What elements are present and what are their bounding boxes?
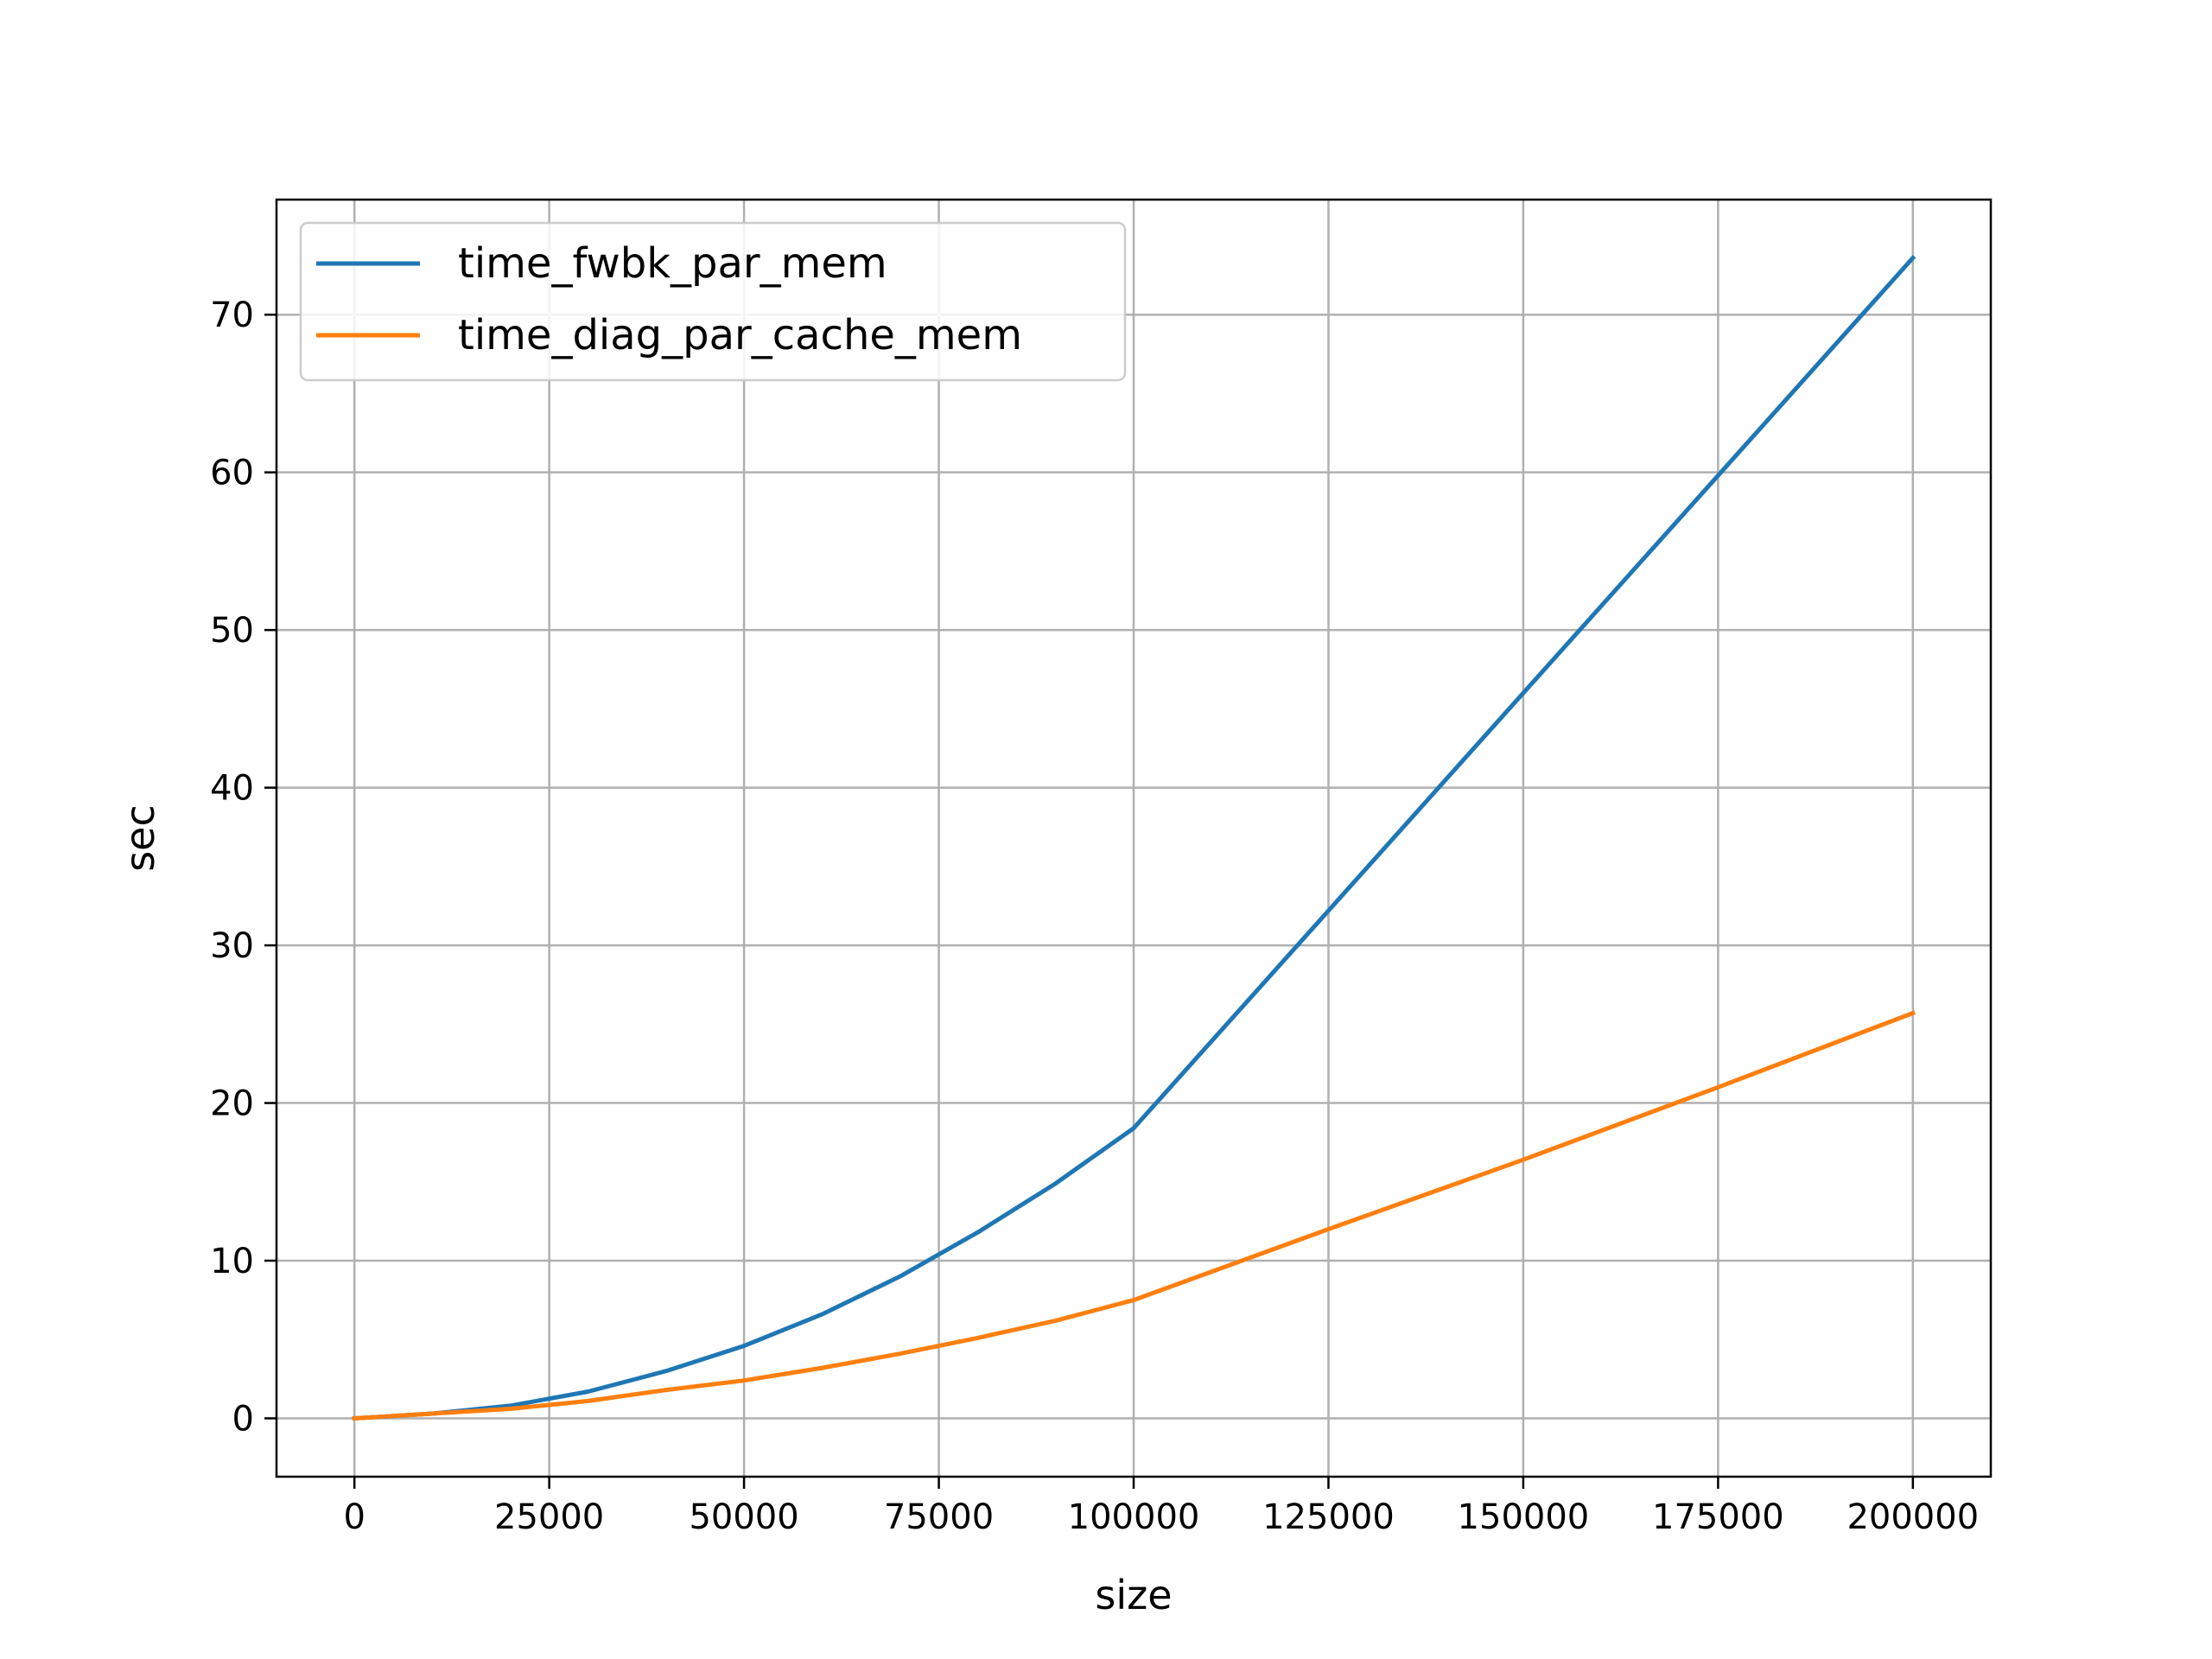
legend-box (299, 221, 1127, 382)
x-axis: 0 25000 50000 75000 100000 125000 150000 175000… (343, 1477, 1979, 1537)
x-tick-label: 100000 (1068, 1497, 1200, 1537)
x-tick-label: 125000 (1262, 1497, 1395, 1537)
y-tick-label: 70 (210, 296, 254, 335)
y-tick-label: 60 (210, 454, 254, 493)
series-line-fwbk (352, 254, 1916, 1421)
y-tick-label: 10 (210, 1242, 254, 1281)
x-tick-label: 25000 (494, 1497, 604, 1537)
series-line-diag (352, 1010, 1916, 1421)
y-tick-label: 30 (210, 926, 254, 966)
y-tick-label: 40 (210, 769, 254, 809)
legend-entry-fwbk: time_fwbk_par_mem (458, 239, 887, 288)
series-lines (352, 254, 1916, 1421)
y-axis: 0 10 20 30 40 50 60 70 (210, 296, 276, 1439)
y-tick-label: 20 (210, 1084, 254, 1124)
x-tick-label: 50000 (689, 1497, 798, 1537)
x-tick-label: 200000 (1847, 1497, 1979, 1537)
x-axis-label: size (1095, 1572, 1172, 1618)
legend-entry-diag: time_diag_par_cache_mem (458, 311, 1022, 359)
x-tick-label: 175000 (1652, 1497, 1784, 1537)
y-axis-label: sec (117, 804, 163, 872)
grid (276, 200, 1991, 1477)
x-tick-label: 75000 (884, 1497, 994, 1537)
y-tick-label: 50 (210, 611, 254, 651)
legend: time_fwbk_par_mem time_diag_par_cache_me… (299, 221, 1127, 382)
y-tick-label: 0 (232, 1399, 254, 1439)
x-tick-label: 0 (343, 1497, 365, 1537)
x-tick-label: 150000 (1458, 1497, 1590, 1537)
